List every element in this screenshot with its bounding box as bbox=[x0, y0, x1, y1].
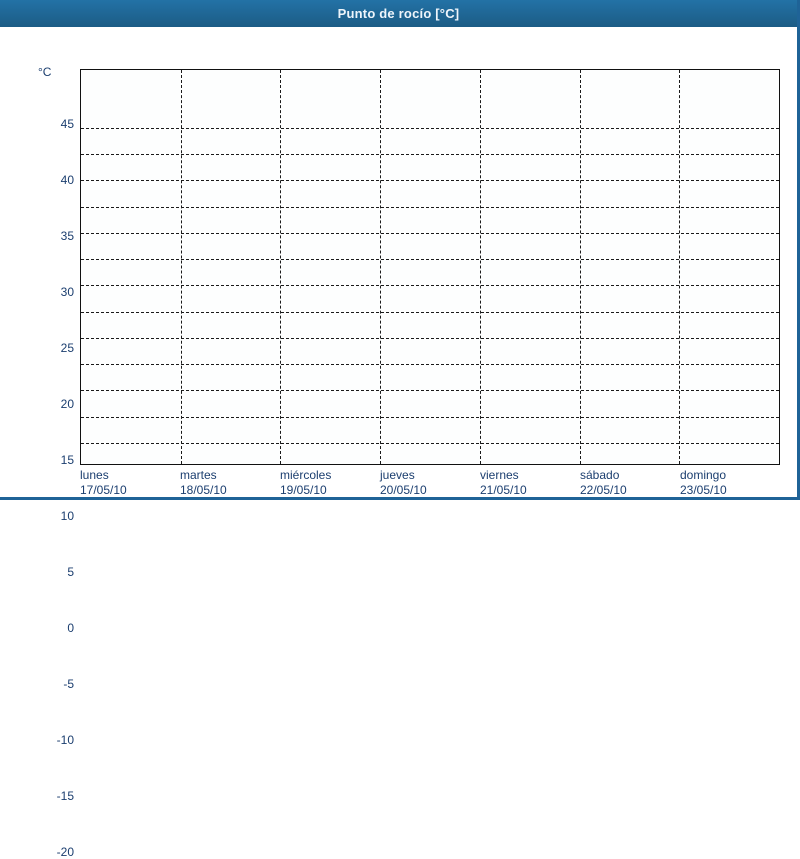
y-tick-label: 20 bbox=[38, 397, 74, 411]
y-tick-label: -15 bbox=[38, 789, 74, 803]
gridline-vertical bbox=[280, 70, 281, 464]
x-day-name: lunes bbox=[80, 468, 180, 483]
gridline-horizontal bbox=[81, 233, 779, 234]
x-day-date: 17/05/10 bbox=[80, 483, 180, 498]
y-tick-label: 5 bbox=[38, 565, 74, 579]
gridline-horizontal bbox=[81, 259, 779, 260]
x-day-date: 18/05/10 bbox=[180, 483, 280, 498]
y-tick-label: -5 bbox=[38, 677, 74, 691]
y-tick-label: 40 bbox=[38, 173, 74, 187]
x-day-date: 21/05/10 bbox=[480, 483, 580, 498]
y-axis-unit-label: °C bbox=[38, 65, 51, 79]
x-day-date: 22/05/10 bbox=[580, 483, 680, 498]
x-day-label-group: miércoles 19/05/10 bbox=[280, 468, 380, 498]
gridline-horizontal bbox=[81, 390, 779, 391]
x-day-name: miércoles bbox=[280, 468, 380, 483]
gridline-horizontal bbox=[81, 417, 779, 418]
x-day-label-group: martes 18/05/10 bbox=[180, 468, 280, 498]
x-day-name: sábado bbox=[580, 468, 680, 483]
x-day-label-group: lunes 17/05/10 bbox=[80, 468, 180, 498]
y-tick-label: -20 bbox=[38, 845, 74, 859]
x-day-date: 20/05/10 bbox=[380, 483, 480, 498]
chart-title: Punto de rocío [°C] bbox=[338, 6, 460, 21]
gridline-vertical bbox=[181, 70, 182, 464]
gridline-horizontal bbox=[81, 338, 779, 339]
gridline-horizontal bbox=[81, 285, 779, 286]
x-day-label-group: viernes 21/05/10 bbox=[480, 468, 580, 498]
chart-header-bar: Punto de rocío [°C] bbox=[0, 0, 797, 27]
y-tick-label: 35 bbox=[38, 229, 74, 243]
x-day-name: domingo bbox=[680, 468, 780, 483]
y-tick-label: 15 bbox=[38, 453, 74, 467]
x-day-label-group: domingo 23/05/10 bbox=[680, 468, 780, 498]
plot-region: °C 45 40 35 30 bbox=[0, 27, 800, 500]
dew-point-chart-widget: Punto de rocío [°C] °C bbox=[0, 0, 800, 500]
y-tick-label: 0 bbox=[38, 621, 74, 635]
x-day-name: martes bbox=[180, 468, 280, 483]
gridline-vertical bbox=[380, 70, 381, 464]
x-day-label-group: sábado 22/05/10 bbox=[580, 468, 680, 498]
x-day-name: jueves bbox=[380, 468, 480, 483]
gridline-horizontal bbox=[81, 128, 779, 129]
x-day-date: 23/05/10 bbox=[680, 483, 780, 498]
y-tick-label: 45 bbox=[38, 117, 74, 131]
gridline-horizontal bbox=[81, 312, 779, 313]
gridline-vertical bbox=[580, 70, 581, 464]
gridline-horizontal bbox=[81, 207, 779, 208]
plot-area[interactable] bbox=[80, 69, 780, 465]
gridline-vertical bbox=[679, 70, 680, 464]
gridline-vertical bbox=[480, 70, 481, 464]
y-tick-label: 10 bbox=[38, 509, 74, 523]
x-day-name: viernes bbox=[480, 468, 580, 483]
gridline-horizontal bbox=[81, 154, 779, 155]
x-day-label-group: jueves 20/05/10 bbox=[380, 468, 480, 498]
y-tick-label: 30 bbox=[38, 285, 74, 299]
gridline-horizontal bbox=[81, 364, 779, 365]
gridline-horizontal bbox=[81, 443, 779, 444]
y-tick-label: -10 bbox=[38, 733, 74, 747]
x-day-date: 19/05/10 bbox=[280, 483, 380, 498]
gridline-horizontal bbox=[81, 180, 779, 181]
y-tick-label: 25 bbox=[38, 341, 74, 355]
